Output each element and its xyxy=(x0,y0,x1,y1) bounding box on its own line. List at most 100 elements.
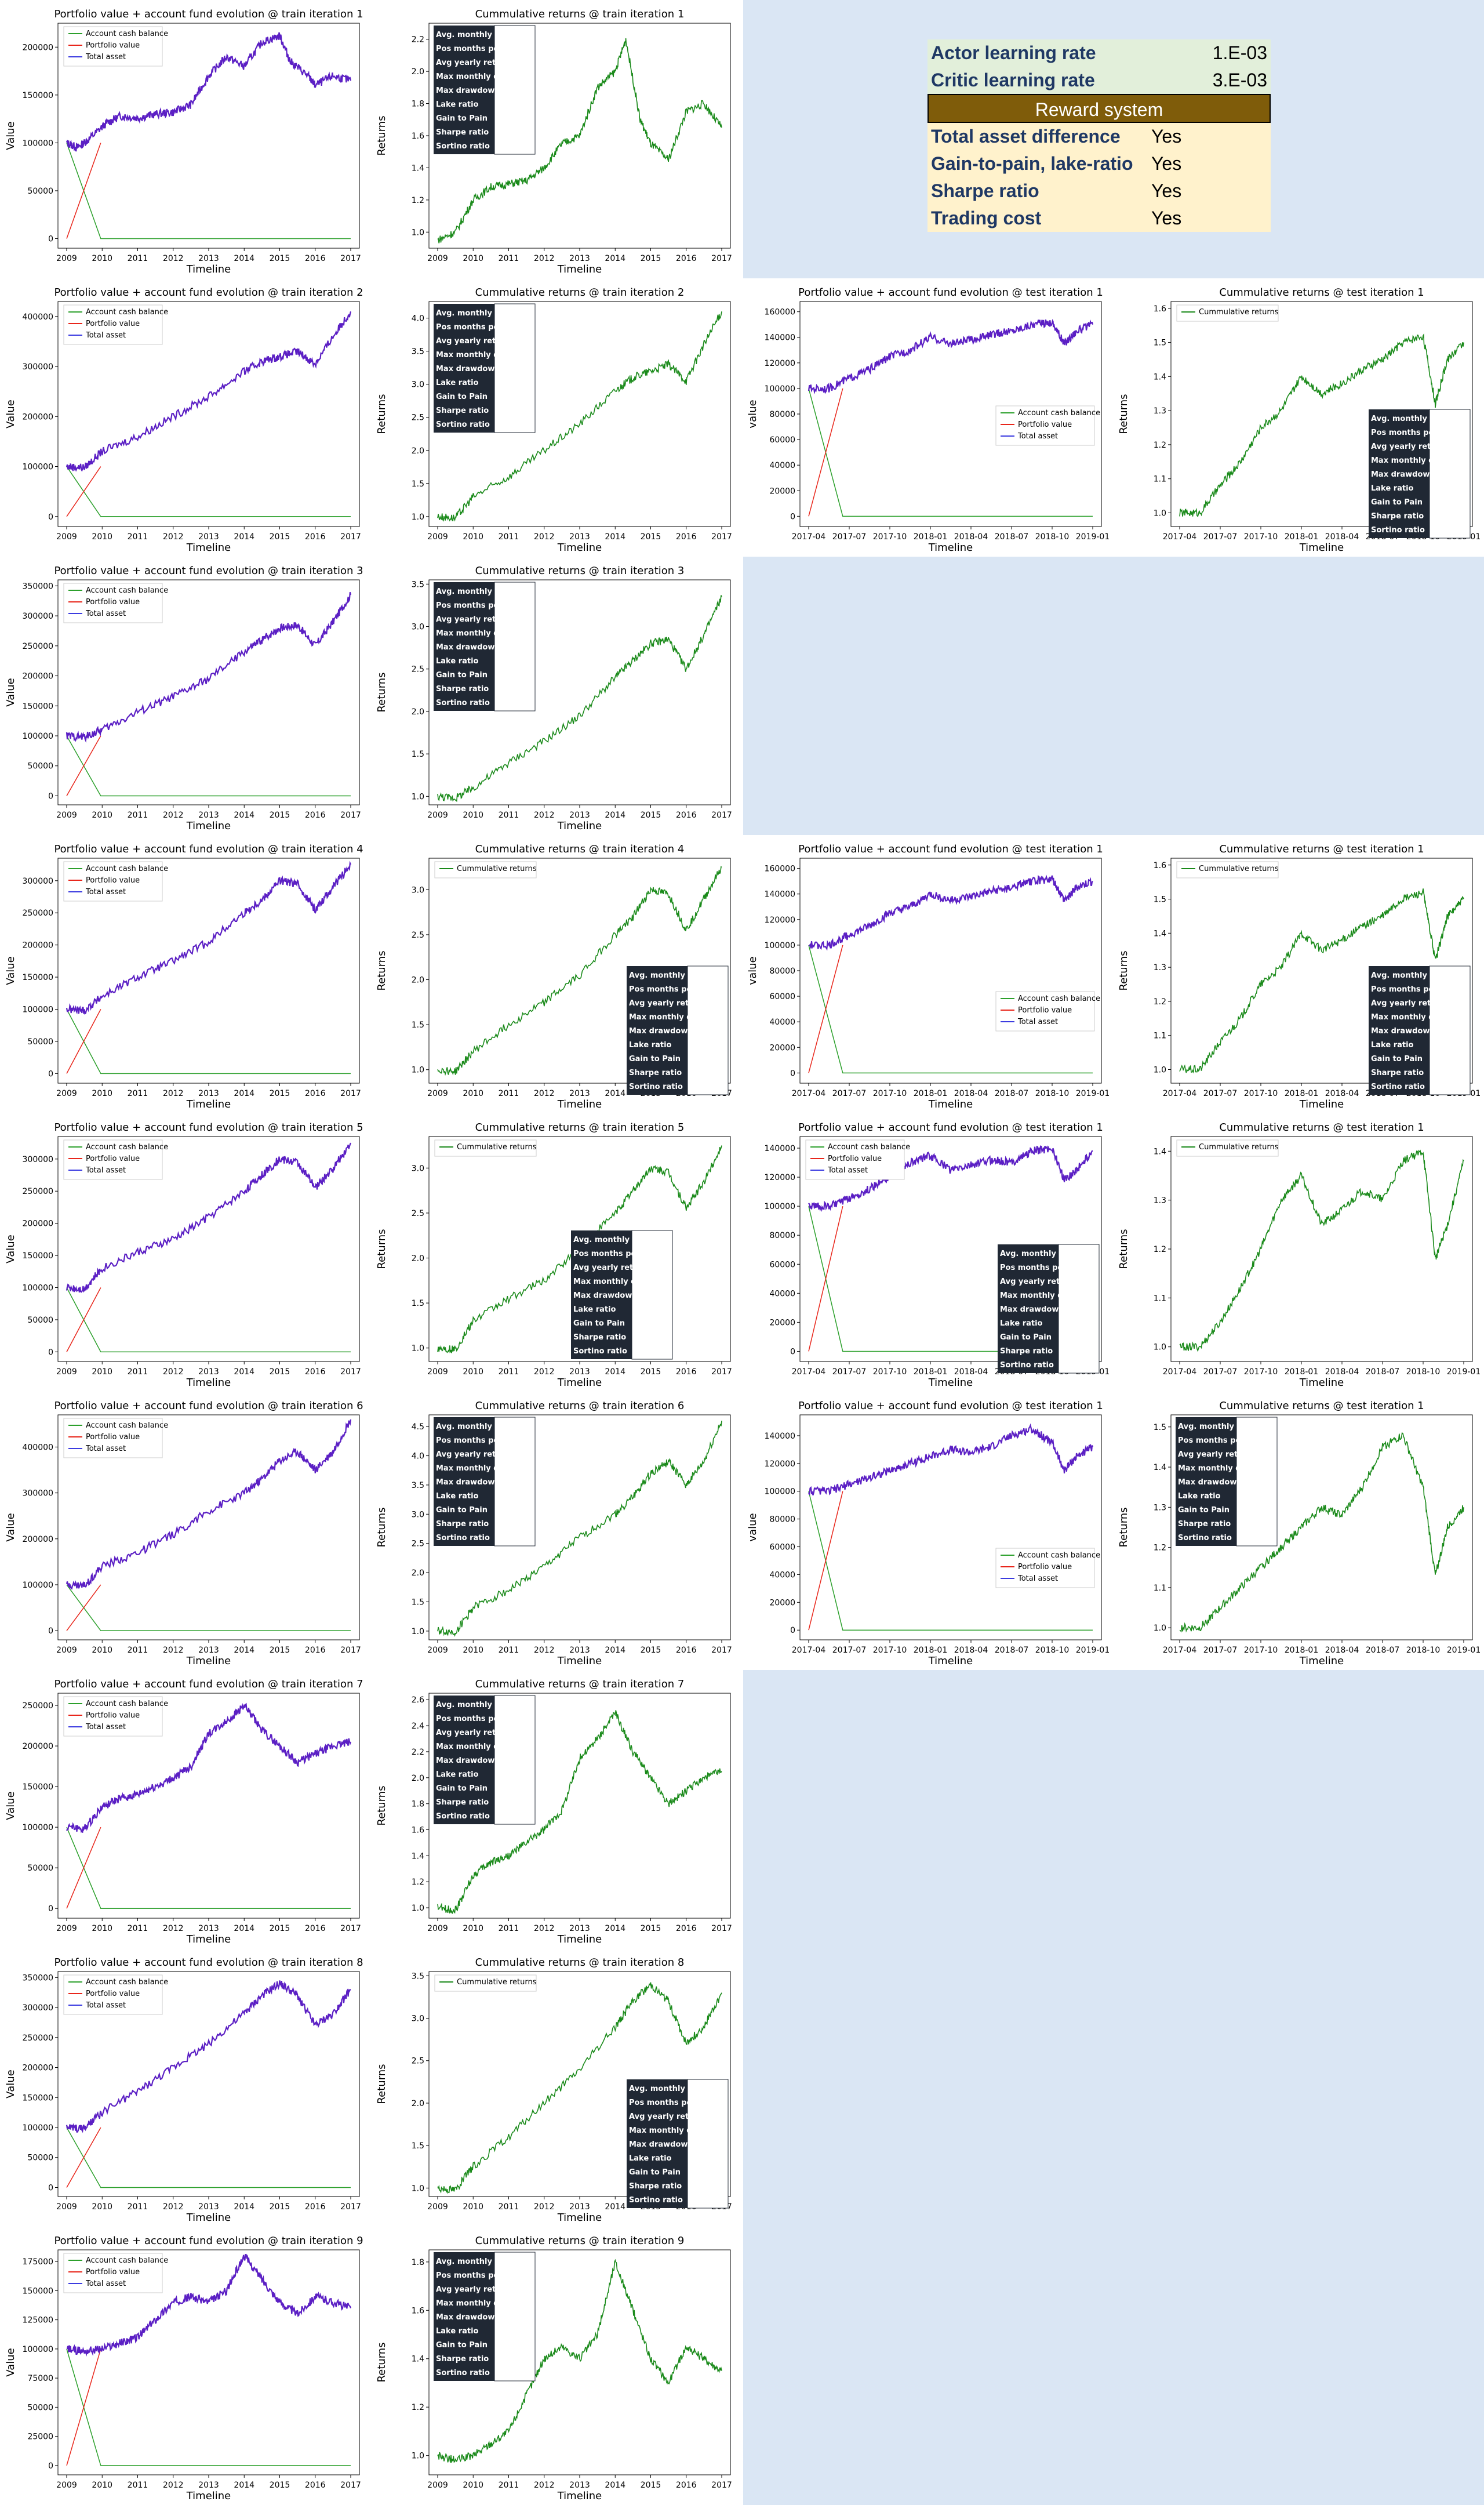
stat-label: Sharpe ratio xyxy=(629,2182,682,2191)
stats-value-column xyxy=(687,2079,729,2209)
x-tick-label: 2018-01 xyxy=(914,532,948,542)
stat-value: 1.176 xyxy=(702,2196,726,2205)
legend: Cummulative returns xyxy=(1176,1139,1279,1157)
x-tick-label: 2017-04 xyxy=(1163,1089,1197,1098)
y-tick-label: 1.4 xyxy=(412,1851,424,1861)
legend: Account cash balance Portfolio value Total… xyxy=(63,1418,168,1458)
x-tick-label: 2012 xyxy=(163,1089,184,1098)
legend-entry: Portfolio value xyxy=(86,598,140,607)
x-tick-label: 2014 xyxy=(605,1924,625,1933)
y-tick-label: 4.0 xyxy=(412,1452,424,1461)
x-tick-label: 2017-04 xyxy=(792,532,826,542)
stat-value: -6.600 xyxy=(699,2140,726,2149)
y-tick-label: 2.0 xyxy=(412,1569,424,1578)
portfolio-chart-train-6: Portfolio value + account fund evolution… xyxy=(0,1392,371,1670)
legend-entry: Account cash balance xyxy=(86,1143,168,1152)
chart-title: Portfolio value + account fund evolution… xyxy=(54,8,363,20)
reward-row: Gain-to-pain, lake-ratio Yes xyxy=(928,150,1271,177)
legend-entry: Account cash balance xyxy=(86,1978,168,1987)
chart-title: Cummulative returns @ train iteration 2 xyxy=(475,286,685,299)
legend: Account cash balance Portfolio value Total… xyxy=(63,1139,168,1180)
y-tick-label: 100000 xyxy=(23,1823,53,1832)
legend-entry: Cummulative returns xyxy=(1199,865,1279,873)
cash-balance-line xyxy=(808,945,1093,1074)
x-axis-label: Timeline xyxy=(186,2212,231,2224)
y-axis-label: Returns xyxy=(1118,950,1130,990)
stat-label: Sharpe ratio xyxy=(436,1520,489,1529)
y-axis-label: Value xyxy=(5,1513,17,1541)
stats-value-column xyxy=(494,25,536,155)
x-tick-label: 2013 xyxy=(569,1924,590,1933)
y-tick-label: 3.0 xyxy=(412,2014,424,2024)
x-tick-label: 2011 xyxy=(128,2481,148,2490)
stat-value: -8.490 xyxy=(505,86,533,95)
chart-svg: Portfolio value + account fund evolution… xyxy=(5,1678,363,1945)
x-tick-label: 2010 xyxy=(92,1367,112,1377)
legend-entry: Portfolio value xyxy=(86,1155,140,1163)
stat-value: 1.396 xyxy=(702,1055,726,1063)
x-tick-label: 2009 xyxy=(56,532,77,542)
stat-label: Gain to Pain xyxy=(1000,1333,1052,1342)
y-tick-label: 0 xyxy=(48,1627,53,1636)
stat-label: Avg. monthly return xyxy=(436,1422,522,1431)
x-tick-label: 2017 xyxy=(340,2481,361,2490)
chart-svg: Portfolio value + account fund evolution… xyxy=(5,1400,363,1667)
stat-value: -9.460 xyxy=(505,1756,533,1765)
legend-entry: Account cash balance xyxy=(86,308,168,317)
x-tick-label: 2017-10 xyxy=(873,1646,907,1655)
legend-entry: Portfolio value xyxy=(86,1433,140,1442)
x-tick-label: 2017-10 xyxy=(1244,1367,1278,1377)
stat-label: Gain to Pain xyxy=(1371,1055,1423,1063)
y-tick-label: 20000 xyxy=(769,1318,795,1327)
y-tick-label: 1.0 xyxy=(412,513,424,522)
x-tick-label: 2017-07 xyxy=(1203,1367,1238,1377)
portfolio-value-line xyxy=(808,1206,843,1352)
legend-entry: Account cash balance xyxy=(828,1143,910,1152)
x-tick-label: 2015 xyxy=(641,1646,661,1655)
portfolio-value-line xyxy=(66,1827,101,1909)
stat-label: Sharpe ratio xyxy=(1371,512,1424,521)
stat-value: 1.307 xyxy=(702,2085,726,2093)
stat-value: 52.984 xyxy=(504,1436,533,1445)
stat-value: 0.237 xyxy=(509,2369,533,2377)
stat-label: Lake ratio xyxy=(1371,1041,1414,1050)
y-tick-label: 1.1 xyxy=(1154,1294,1166,1303)
chart-title: Cummulative returns @ test iteration 1 xyxy=(1219,1121,1424,1134)
x-tick-label: 2012 xyxy=(163,1367,184,1377)
stat-label: Gain to Pain xyxy=(436,393,488,401)
x-tick-label: 2017 xyxy=(711,1646,732,1655)
x-tick-label: 2012 xyxy=(163,2202,184,2212)
x-tick-label: 2010 xyxy=(92,1646,112,1655)
y-tick-label: 3.5 xyxy=(412,347,424,357)
x-tick-label: 2011 xyxy=(499,2202,519,2212)
y-axis-label: value xyxy=(747,400,759,428)
x-tick-label: 2009 xyxy=(427,1924,448,1933)
x-tick-label: 2010 xyxy=(463,1089,483,1098)
stat-value: 1.695 xyxy=(1444,1083,1468,1091)
y-tick-label: 1.0 xyxy=(412,2184,424,2193)
stat-value: 52.006 xyxy=(504,601,533,610)
x-tick-label: 2018-01 xyxy=(914,1646,948,1655)
stat-label: Gain to Pain xyxy=(573,1319,625,1328)
chart-svg: Cummulative returns @ train iteration 1 T… xyxy=(376,8,732,275)
stat-value: 1.401 xyxy=(646,1319,670,1328)
stats-value-column xyxy=(494,2252,536,2381)
stat-label: Avg. monthly return xyxy=(1000,1250,1086,1258)
stat-value: 0.171 xyxy=(509,2355,533,2364)
y-tick-label: 350000 xyxy=(23,1973,53,1983)
stat-value: 19.648 xyxy=(504,1450,533,1459)
y-tick-label: 1.4 xyxy=(1154,1463,1166,1472)
x-axis-label: Timeline xyxy=(1299,1377,1344,1389)
x-tick-label: 2018-04 xyxy=(954,1646,988,1655)
chart-title: Cummulative returns @ train iteration 1 xyxy=(475,8,685,20)
x-tick-label: 2017 xyxy=(711,2481,732,2490)
stat-label: Avg yearly return xyxy=(629,999,703,1008)
y-tick-label: 2.5 xyxy=(412,1209,424,1218)
x-tick-label: 2015 xyxy=(270,1646,290,1655)
x-tick-label: 2012 xyxy=(163,1924,184,1933)
legend-box xyxy=(63,1696,163,1737)
stat-label: Sortino ratio xyxy=(436,1812,490,1821)
